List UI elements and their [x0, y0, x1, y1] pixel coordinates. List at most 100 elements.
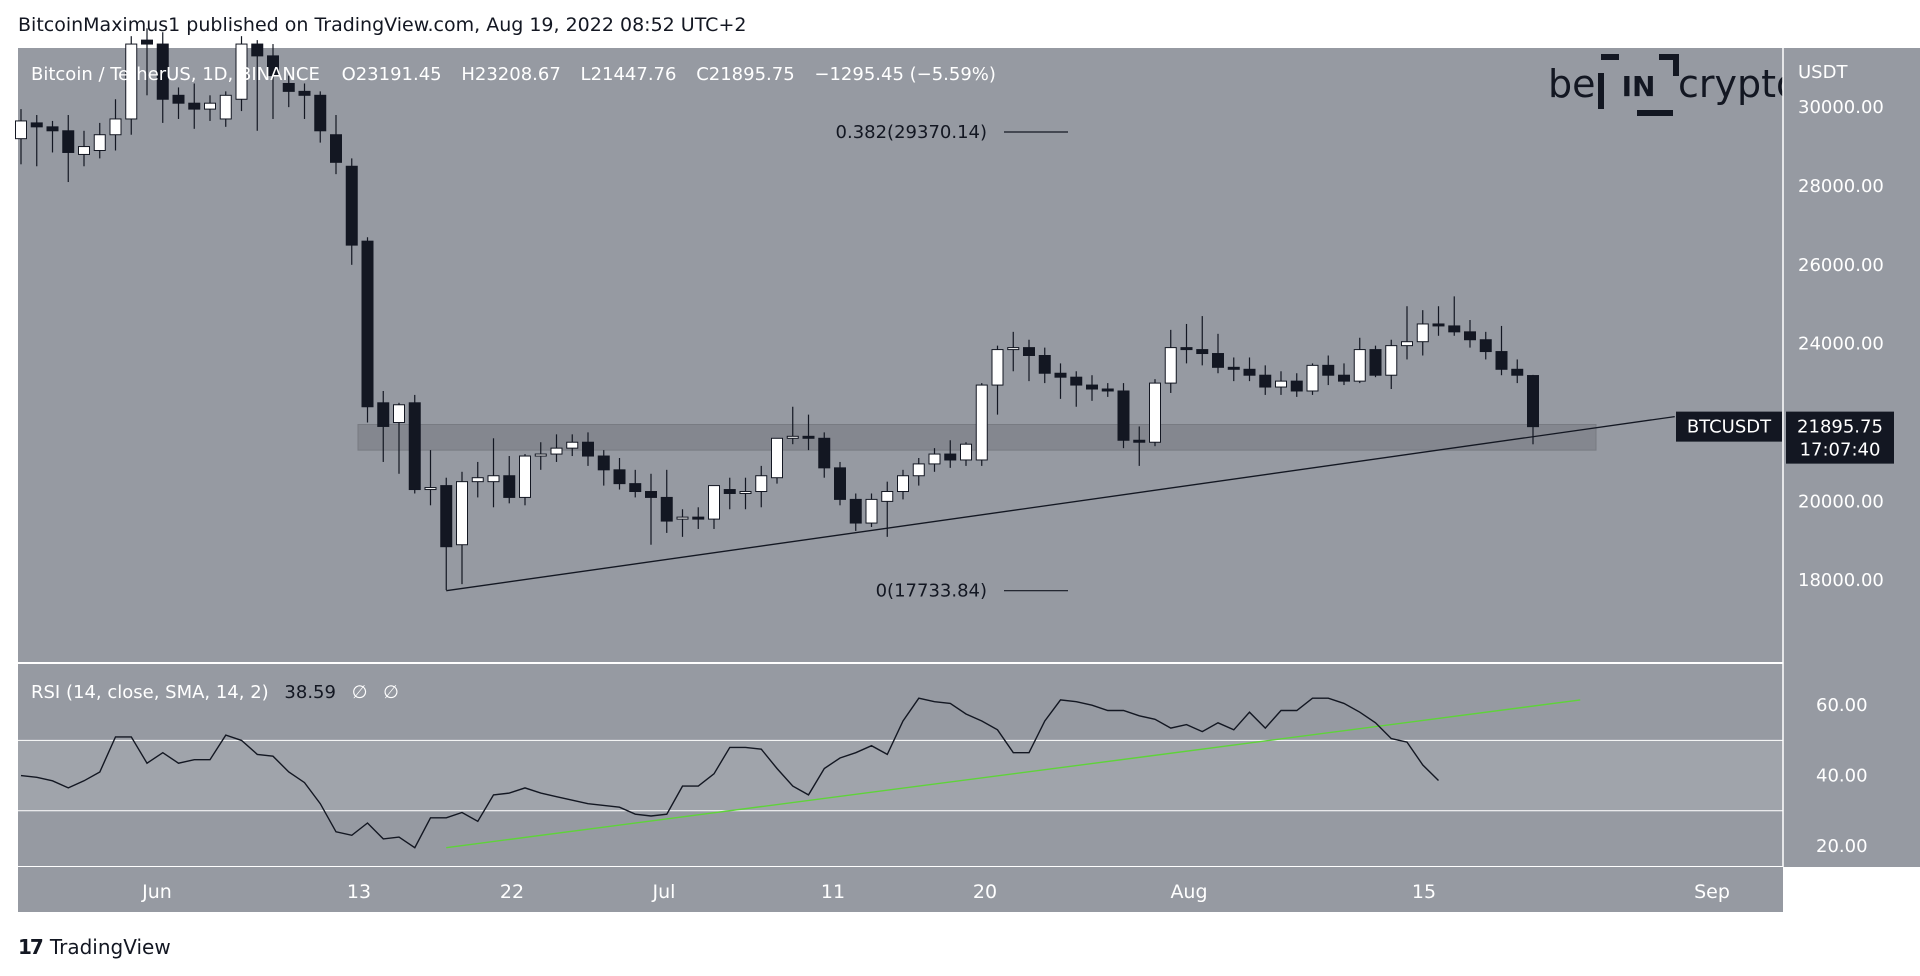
candle-body — [928, 453, 941, 465]
candle-body — [597, 455, 610, 471]
candle-body — [408, 402, 421, 491]
candle-body — [944, 453, 957, 461]
candle-body — [1259, 374, 1272, 388]
rsi-legend: RSI (14, close, SMA, 14, 2) 38.59 ∅ ∅ — [31, 682, 399, 703]
rsi-ticks: 60.00 40.00 20.00 — [1816, 695, 1868, 857]
candle-body — [1306, 364, 1319, 392]
candle-body — [692, 516, 705, 520]
price-tick-label: 18000.00 — [1798, 570, 1884, 591]
time-tick-label: Jul — [652, 881, 676, 903]
candle-body — [172, 94, 185, 104]
candle-body — [1180, 347, 1193, 351]
candle-body — [660, 496, 673, 522]
price-pane[interactable] — [18, 48, 1783, 663]
candle-body — [1401, 341, 1413, 347]
candle-body — [1023, 347, 1035, 357]
ascending-support-line — [446, 415, 1675, 592]
candle-body — [141, 39, 153, 45]
candle-body — [1338, 374, 1350, 382]
time-tick-label: 22 — [500, 881, 524, 903]
candle-body — [912, 463, 925, 477]
symbol-tag-bg — [1676, 411, 1782, 442]
time-ticks: Jun 13 22 Jul 11 20 Aug 15 Sep — [141, 881, 1730, 903]
candle-body — [46, 126, 59, 132]
candle-body — [393, 404, 405, 424]
candle-body — [786, 435, 799, 439]
candle-body — [471, 477, 484, 483]
candle-body — [156, 43, 169, 100]
candle-body — [188, 102, 201, 110]
rsi-label: RSI (14, close, SMA, 14, 2) — [31, 682, 269, 703]
time-tick-label: 15 — [1412, 881, 1436, 903]
candle-body — [1227, 366, 1240, 370]
legend-high: 23208.67 — [475, 64, 561, 85]
legend-change: −1295.45 (−5.59%) — [814, 64, 996, 85]
candle-body — [708, 485, 720, 520]
fib-label-lower: 0(17733.84) — [876, 581, 987, 602]
candle-body — [204, 102, 216, 110]
candle-body — [503, 475, 516, 498]
logo-bracket-box — [1598, 54, 1679, 116]
time-tick-label: Jun — [141, 881, 172, 903]
legend-close: 21895.75 — [709, 64, 795, 85]
candle-body — [676, 516, 689, 520]
candle-body — [1464, 331, 1476, 341]
candles — [15, 28, 1539, 591]
time-tick-label: 11 — [821, 881, 845, 903]
candle-body — [298, 90, 311, 96]
candle-body — [865, 498, 878, 524]
candle-body — [251, 43, 264, 57]
candle-body — [771, 437, 783, 479]
candle-body — [15, 120, 27, 140]
candle-body — [1149, 382, 1161, 443]
candle-body — [897, 475, 909, 493]
candle-body — [1385, 345, 1398, 376]
candle-body — [739, 491, 752, 494]
rsi-extra-2: ∅ — [383, 682, 399, 703]
candle-body — [1101, 388, 1114, 392]
candle-body — [629, 483, 642, 493]
tradingview-wordmark: TradingView — [49, 935, 171, 959]
candle-body — [1054, 372, 1067, 378]
candle-body — [1353, 349, 1366, 382]
candle-body — [62, 130, 75, 153]
candle-body — [1479, 339, 1492, 353]
candle-body — [1495, 351, 1508, 370]
candle-body — [361, 240, 374, 408]
candle-body — [345, 165, 358, 246]
candle-body — [1070, 376, 1083, 386]
last-price: 21895.75 — [1797, 417, 1883, 438]
legend-open: 23191.45 — [356, 64, 442, 85]
time-tick-label: Aug — [1170, 881, 1207, 903]
beincrypto-logo: be IN crypto — [1548, 54, 1799, 116]
price-tick-label: 28000.00 — [1798, 176, 1884, 197]
tradingview-logo[interactable]: 17 TradingView — [18, 935, 171, 959]
logo-be: be — [1548, 62, 1596, 106]
time-axis[interactable] — [18, 867, 1783, 912]
candle-body — [755, 475, 768, 493]
candle-body — [1416, 323, 1429, 343]
legend-open-label: O — [342, 64, 356, 85]
rsi-extra-1: ∅ — [352, 682, 368, 703]
candle-body — [991, 349, 1004, 386]
candle-body — [30, 122, 43, 128]
last-price-tag-bg — [1786, 411, 1894, 464]
candle-body — [1117, 390, 1130, 441]
countdown: 17:07:40 — [1800, 440, 1881, 461]
candle-body — [219, 94, 232, 120]
candle-body — [93, 134, 106, 152]
candle-body — [1212, 353, 1224, 368]
candle-body — [440, 485, 453, 548]
candle-body — [1448, 325, 1461, 333]
price-tick-label: 26000.00 — [1798, 255, 1884, 276]
candle-body — [1275, 380, 1287, 388]
candle-body — [267, 55, 279, 77]
candle-body — [566, 441, 579, 449]
candle-body — [1164, 347, 1177, 384]
legend-high-label: H — [461, 64, 475, 85]
candle-body — [1432, 323, 1445, 327]
candle-body — [424, 487, 437, 491]
candle-body — [1133, 439, 1146, 443]
axis-corner — [1783, 867, 1920, 912]
